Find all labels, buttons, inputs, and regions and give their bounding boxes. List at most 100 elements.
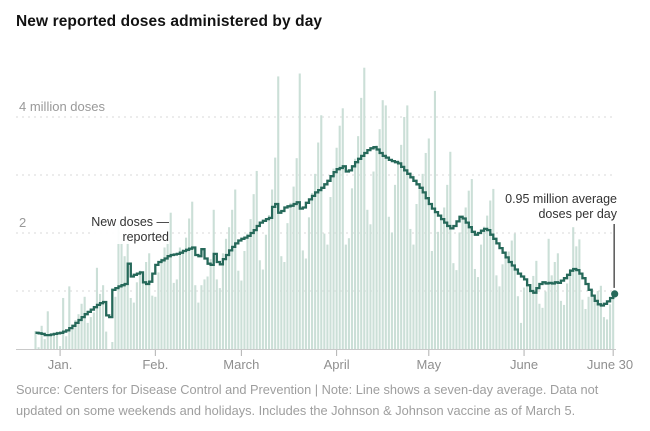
daily-doses-bar xyxy=(228,227,231,349)
daily-doses-bar xyxy=(212,209,215,349)
x-axis-label-June: June xyxy=(509,357,539,372)
daily-doses-bar xyxy=(148,253,151,349)
daily-doses-bar xyxy=(501,264,504,349)
x-axis-label-April: April xyxy=(323,357,350,372)
daily-doses-bar xyxy=(252,194,255,349)
daily-doses-bar xyxy=(261,269,264,349)
daily-doses-bar xyxy=(310,192,314,349)
daily-doses-bar xyxy=(231,209,234,349)
daily-doses-bar xyxy=(135,282,138,349)
annotation-latest-average: 0.95 million average doses per day xyxy=(505,192,617,221)
daily-doses-bar xyxy=(221,253,224,349)
daily-doses-bar xyxy=(89,317,92,349)
daily-doses-bar xyxy=(138,270,142,349)
daily-doses-bar xyxy=(495,275,498,349)
daily-doses-bar xyxy=(461,215,464,349)
daily-doses-bar xyxy=(354,158,357,349)
daily-doses-bar xyxy=(590,294,593,349)
daily-doses-bar xyxy=(102,285,105,349)
daily-doses-bar xyxy=(178,247,181,349)
daily-doses-bar xyxy=(599,285,602,349)
daily-doses-bar xyxy=(157,272,160,349)
daily-doses-bar xyxy=(46,311,49,349)
daily-doses-bar xyxy=(596,291,599,349)
daily-doses-bar xyxy=(289,202,292,349)
seven-day-average-line xyxy=(35,146,616,337)
annotation-new-doses-reported: New doses — reported xyxy=(91,215,169,244)
daily-doses-bar xyxy=(52,333,55,349)
daily-doses-bar xyxy=(412,244,415,349)
daily-doses-bar xyxy=(566,283,569,349)
daily-doses-bar xyxy=(95,267,98,349)
daily-doses-bar xyxy=(378,129,381,349)
daily-doses-bar xyxy=(507,251,510,349)
daily-doses-bar xyxy=(246,233,249,349)
daily-doses-bar xyxy=(206,276,209,349)
daily-doses-bar xyxy=(602,317,605,349)
daily-doses-bar xyxy=(605,319,609,349)
daily-doses-bar xyxy=(151,295,154,349)
daily-doses-bar xyxy=(169,212,172,349)
annotation-latest-average-line1: 0.95 million average xyxy=(505,192,617,206)
daily-doses-bar xyxy=(280,256,283,349)
daily-doses-bar xyxy=(237,270,240,349)
daily-doses-bar xyxy=(264,234,267,349)
chart-title: New reported doses administered by day xyxy=(16,13,323,30)
source-note-line2: updated on some weekends and holidays. I… xyxy=(16,403,576,418)
daily-doses-bar xyxy=(234,189,237,349)
daily-doses-bar xyxy=(172,282,175,349)
daily-doses-bar xyxy=(390,232,393,349)
daily-doses-bar xyxy=(295,158,298,349)
daily-doses-bar xyxy=(197,302,200,349)
daily-doses-bar xyxy=(181,249,185,349)
daily-doses-bar xyxy=(215,279,218,349)
daily-doses-bar xyxy=(504,255,507,349)
daily-doses-bar xyxy=(575,246,578,349)
x-axis-label-Feb.: Feb. xyxy=(142,357,169,372)
daily-doses-bar xyxy=(105,331,108,349)
daily-doses-bar xyxy=(406,105,409,350)
daily-doses-bar xyxy=(581,299,584,349)
daily-doses-bar xyxy=(258,260,261,349)
daily-doses-bar xyxy=(111,342,114,349)
daily-doses-bar xyxy=(175,279,178,349)
daily-doses-bar xyxy=(126,235,129,349)
source-note-line1: Source: Centers for Disease Control and … xyxy=(16,382,599,397)
daily-doses-bar xyxy=(559,300,562,349)
daily-doses-bar xyxy=(369,224,372,349)
daily-doses-bar xyxy=(473,268,476,349)
daily-doses-bar xyxy=(40,325,43,349)
daily-doses-bar xyxy=(83,296,86,349)
daily-doses-bar xyxy=(71,328,74,349)
daily-doses-bar xyxy=(513,233,516,349)
daily-doses-bar xyxy=(381,100,384,350)
latest-value-dot xyxy=(611,290,619,298)
daily-doses-bar xyxy=(55,331,59,349)
daily-doses-bar xyxy=(323,233,326,349)
daily-doses-bar xyxy=(516,296,519,349)
daily-doses-bar xyxy=(553,262,556,349)
daily-doses-bar xyxy=(304,258,307,349)
daily-doses-bar xyxy=(292,186,295,349)
daily-doses-bar xyxy=(347,238,350,349)
daily-doses-bar xyxy=(421,173,424,349)
daily-doses-bar xyxy=(393,184,397,349)
daily-doses-bar xyxy=(612,296,615,349)
annotation-new-doses-line1: New doses — xyxy=(91,215,169,229)
daily-doses-bar xyxy=(92,312,95,349)
daily-doses-bar xyxy=(409,228,412,349)
x-axis-label-June 30: June 30 xyxy=(586,357,634,372)
daily-doses-bar xyxy=(332,168,335,349)
daily-doses-bar xyxy=(372,171,375,349)
daily-doses-bar xyxy=(403,117,406,349)
daily-doses-bar xyxy=(283,262,286,349)
daily-doses-bar xyxy=(120,238,123,349)
daily-doses-bar xyxy=(449,151,452,349)
daily-doses-bar xyxy=(255,170,258,349)
daily-doses-bar xyxy=(483,226,486,349)
daily-doses-bar xyxy=(479,244,483,349)
daily-doses-bar xyxy=(271,189,274,349)
daily-doses-bar xyxy=(387,216,390,349)
daily-doses-bar xyxy=(185,237,188,349)
daily-doses-bar xyxy=(569,268,572,349)
